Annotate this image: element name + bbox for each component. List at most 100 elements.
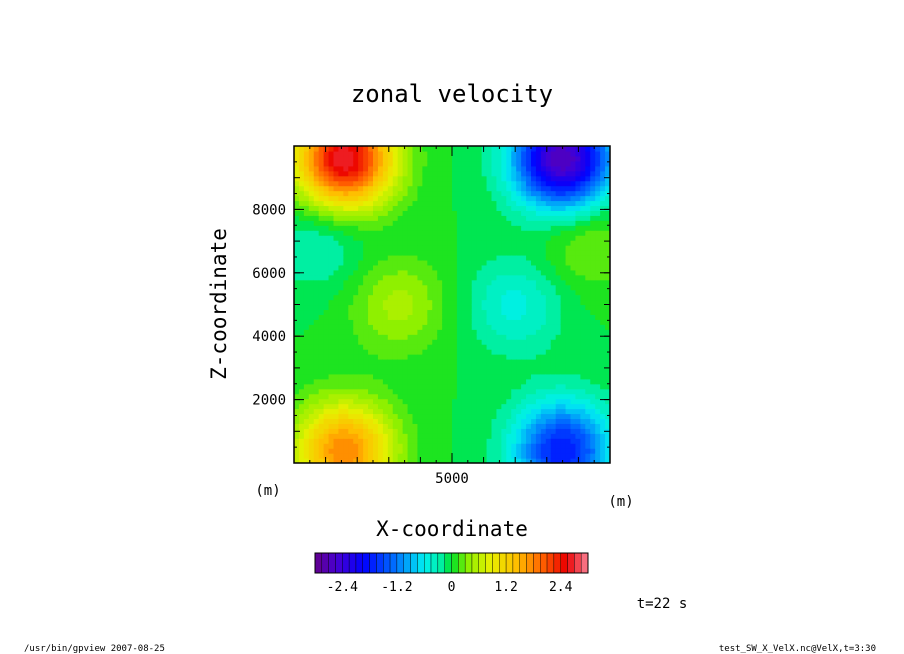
heatmap-cell	[565, 190, 572, 197]
heatmap-cell	[585, 349, 591, 355]
heatmap-cell	[496, 358, 502, 365]
heatmap-cell	[501, 185, 507, 192]
heatmap-cell	[516, 319, 522, 325]
heatmap-cell	[407, 418, 414, 424]
heatmap-cell	[363, 230, 369, 236]
heatmap-cell	[427, 413, 433, 420]
heatmap-cell	[511, 160, 517, 167]
heatmap-cell	[298, 393, 305, 400]
heatmap-cell	[461, 378, 468, 385]
heatmap-cell	[452, 393, 458, 400]
heatmap-cell	[427, 185, 433, 192]
heatmap-cell	[565, 250, 572, 256]
heatmap-cell	[486, 195, 493, 202]
heatmap-cell	[303, 235, 310, 241]
heatmap-cell	[521, 185, 527, 192]
heatmap-cell	[294, 304, 300, 311]
heatmap-cell	[540, 165, 547, 172]
heatmap-cell	[387, 339, 394, 345]
heatmap-cell	[417, 383, 423, 390]
heatmap-cell	[466, 146, 473, 152]
heatmap-cell	[318, 383, 325, 390]
heatmap-cell	[348, 408, 354, 415]
colorbar-swatch	[396, 552, 404, 574]
heatmap-cell	[397, 245, 404, 251]
heatmap-cell	[323, 225, 330, 231]
heatmap-cell	[353, 458, 359, 463]
heatmap-cell	[333, 220, 340, 226]
heatmap-cell	[516, 200, 522, 207]
heatmap-cell	[570, 215, 577, 221]
heatmap-cell	[526, 160, 532, 167]
heatmap-cell	[511, 329, 517, 335]
heatmap-cell	[545, 200, 552, 207]
heatmap-cell	[373, 334, 379, 340]
heatmap-cell	[452, 363, 458, 370]
heatmap-cell	[308, 185, 315, 192]
heatmap-cell	[491, 259, 498, 266]
heatmap-cell	[590, 443, 596, 449]
heatmap-cell	[368, 383, 374, 390]
heatmap-cell	[422, 418, 428, 424]
heatmap-cell	[486, 210, 493, 216]
heatmap-cell	[348, 195, 354, 202]
heatmap-cell	[422, 423, 428, 429]
heatmap-cell	[545, 190, 552, 197]
heatmap-cell	[456, 398, 463, 405]
heatmap-cell	[531, 398, 537, 405]
heatmap-cell	[427, 408, 433, 415]
heatmap-cell	[565, 329, 572, 335]
heatmap-cell	[318, 240, 325, 246]
heatmap-cell	[343, 418, 349, 424]
heatmap-cell	[308, 230, 315, 236]
heatmap-cell	[560, 215, 567, 221]
heatmap-cell	[373, 363, 379, 370]
heatmap-cell	[437, 378, 443, 385]
heatmap-cell	[506, 250, 512, 256]
heatmap-cell	[600, 195, 606, 202]
heatmap-cell	[570, 433, 577, 439]
heatmap-cell	[348, 368, 354, 375]
heatmap-cell	[580, 373, 586, 380]
heatmap-cell	[382, 413, 389, 420]
heatmap-cell	[377, 160, 384, 167]
heatmap-cell	[348, 383, 354, 390]
heatmap-cell	[422, 428, 428, 434]
heatmap-cell	[412, 279, 419, 286]
heatmap-cell	[313, 368, 320, 375]
heatmap-cell	[377, 334, 384, 340]
heatmap-cell	[605, 433, 610, 439]
heatmap-cell	[452, 299, 458, 306]
heatmap-cell	[343, 378, 349, 385]
heatmap-cell	[476, 250, 483, 256]
heatmap-cell	[392, 428, 399, 434]
heatmap-cell	[560, 309, 567, 315]
heatmap-cell	[373, 398, 379, 405]
heatmap-cell	[531, 195, 537, 202]
heatmap-cell	[491, 368, 498, 375]
heatmap-cell	[328, 349, 335, 355]
heatmap-cell	[417, 403, 423, 410]
heatmap-cell	[397, 264, 404, 271]
heatmap-cell	[526, 294, 532, 301]
heatmap-cell	[343, 428, 349, 434]
heatmap-cell	[580, 284, 586, 291]
heatmap-cell	[560, 314, 567, 320]
heatmap-cell	[373, 279, 379, 286]
heatmap-cell	[511, 443, 517, 449]
heatmap-cell	[343, 373, 349, 380]
heatmap-cell	[565, 289, 572, 296]
heatmap-cell	[402, 269, 409, 276]
heatmap-cell	[595, 428, 601, 434]
heatmap-cell	[412, 438, 419, 444]
heatmap-cell	[353, 363, 359, 370]
heatmap-cell	[501, 388, 507, 395]
heatmap-cell	[298, 250, 305, 256]
heatmap-cell	[437, 225, 443, 231]
heatmap-cell	[456, 284, 463, 291]
heatmap-cell	[466, 418, 473, 424]
heatmap-cell	[585, 175, 591, 182]
heatmap-cell	[382, 428, 389, 434]
heatmap-cell	[575, 264, 581, 271]
heatmap-cell	[377, 423, 384, 429]
